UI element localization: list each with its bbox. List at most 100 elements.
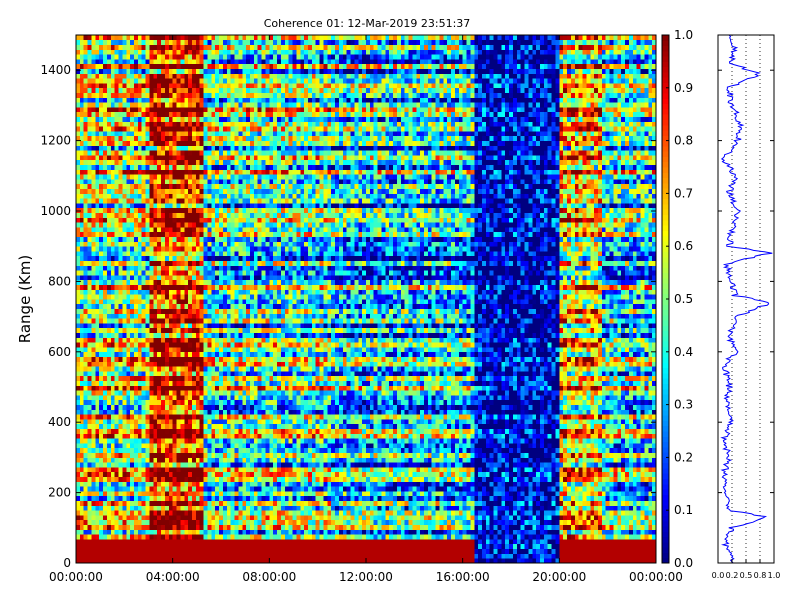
heatmap-cell (157, 467, 161, 472)
heatmap-cell (184, 486, 188, 491)
heatmap-cell (130, 361, 134, 366)
heatmap-cell (235, 515, 239, 520)
heatmap-cell (188, 251, 192, 256)
heatmap-cell (231, 160, 235, 165)
heatmap-cell (161, 275, 165, 280)
heatmap-cell (107, 371, 111, 376)
heatmap-cell (84, 467, 88, 472)
heatmap-cell (161, 342, 165, 347)
heatmap-cell (119, 93, 123, 98)
heatmap-cell (223, 270, 227, 275)
heatmap-cell (192, 467, 196, 472)
heatmap-cell (153, 510, 157, 515)
heatmap-cell (130, 246, 134, 251)
heatmap-cell (196, 179, 200, 184)
heatmap-cell (215, 213, 219, 218)
heatmap-cell (142, 222, 146, 227)
heatmap-cell (188, 102, 192, 107)
heatmap-cell (235, 525, 239, 530)
heatmap-cell (107, 93, 111, 98)
heatmap-cell (180, 165, 184, 170)
heatmap-cell (231, 424, 235, 429)
heatmap-cell (211, 390, 215, 395)
heatmap-cell (157, 189, 161, 194)
heatmap-cell (207, 496, 211, 501)
heatmap-cell (161, 78, 165, 83)
heatmap-cell (207, 208, 211, 213)
heatmap-cell (231, 453, 235, 458)
heatmap-cell (157, 97, 161, 102)
heatmap-cell (126, 318, 130, 323)
heatmap-cell (235, 285, 239, 290)
heatmap-cell (165, 246, 169, 251)
heatmap-cell (184, 275, 188, 280)
heatmap-cell (153, 83, 157, 88)
heatmap-cell (99, 385, 103, 390)
heatmap-cell (115, 525, 119, 530)
heatmap-cell (242, 347, 246, 352)
heatmap-cell (238, 361, 242, 366)
heatmap-cell (161, 496, 165, 501)
heatmap-cell (188, 241, 192, 246)
heatmap-cell (103, 381, 107, 386)
heatmap-cell (184, 184, 188, 189)
heatmap-cell (215, 179, 219, 184)
heatmap-cell (235, 241, 239, 246)
heatmap-cell (196, 395, 200, 400)
heatmap-cell (200, 448, 204, 453)
heatmap-cell (88, 49, 92, 54)
heatmap-cell (177, 251, 181, 256)
heatmap-cell (238, 429, 242, 434)
heatmap-cell (215, 208, 219, 213)
heatmap-cell (130, 438, 134, 443)
heatmap-cell (76, 160, 80, 165)
heatmap-cell (107, 203, 111, 208)
heatmap-cell (153, 107, 157, 112)
heatmap-cell (115, 184, 119, 189)
heatmap-cell (103, 357, 107, 362)
heatmap-cell (242, 381, 246, 386)
heatmap-cell (169, 347, 173, 352)
heatmap-cell (215, 520, 219, 525)
heatmap-cell (223, 443, 227, 448)
heatmap-cell (242, 40, 246, 45)
heatmap-cell (115, 150, 119, 155)
heatmap-cell (200, 241, 204, 246)
heatmap-cell (204, 213, 208, 218)
heatmap-cell (138, 294, 142, 299)
heatmap-cell (99, 549, 103, 554)
heatmap-cell (95, 54, 99, 59)
heatmap-cell (153, 117, 157, 122)
heatmap-cell (103, 390, 107, 395)
heatmap-cell (134, 97, 138, 102)
heatmap-cell (165, 529, 169, 534)
heatmap-cell (207, 467, 211, 472)
heatmap-cell (188, 189, 192, 194)
heatmap-cell (219, 270, 223, 275)
heatmap-cell (219, 405, 223, 410)
heatmap-cell (126, 112, 130, 117)
heatmap-cell (207, 323, 211, 328)
heatmap-cell (169, 285, 173, 290)
heatmap-cell (157, 198, 161, 203)
heatmap-cell (149, 400, 153, 405)
heatmap-cell (211, 131, 215, 136)
heatmap-cell (223, 376, 227, 381)
heatmap-cell (161, 414, 165, 419)
heatmap-cell (169, 121, 173, 126)
heatmap-cell (223, 121, 227, 126)
heatmap-cell (161, 150, 165, 155)
heatmap-cell (204, 54, 208, 59)
heatmap-cell (88, 78, 92, 83)
heatmap-cell (134, 529, 138, 534)
heatmap-cell (119, 102, 123, 107)
heatmap-cell (207, 525, 211, 530)
heatmap-cell (91, 169, 95, 174)
heatmap-cell (107, 313, 111, 318)
heatmap-cell (200, 496, 204, 501)
heatmap-cell (215, 136, 219, 141)
heatmap-cell (215, 73, 219, 78)
heatmap-cell (215, 467, 219, 472)
heatmap-cell (99, 193, 103, 198)
heatmap-cell (88, 433, 92, 438)
